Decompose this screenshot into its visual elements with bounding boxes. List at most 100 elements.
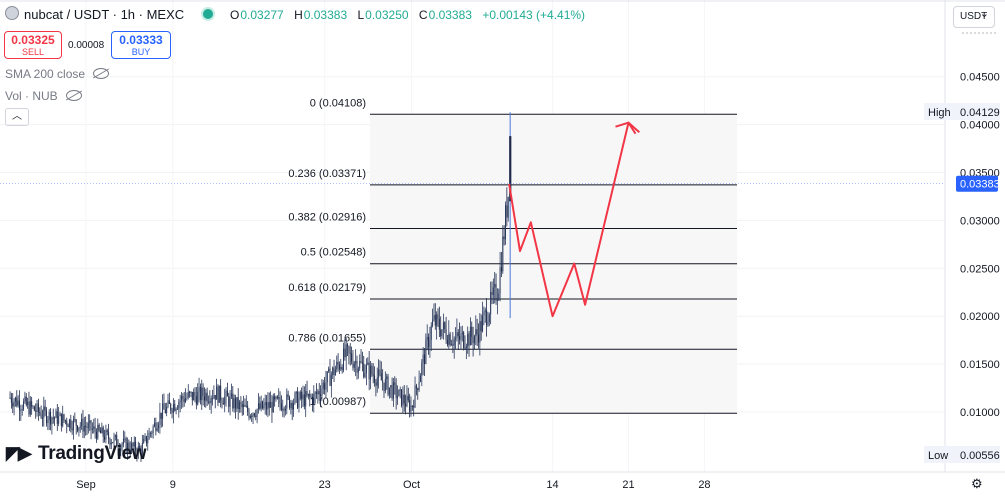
candle-body xyxy=(424,354,425,365)
candle-body xyxy=(139,446,141,449)
candle-body xyxy=(205,392,207,401)
candle-body xyxy=(457,332,459,337)
candle-body xyxy=(306,391,308,396)
candle-body xyxy=(392,382,394,399)
candle-body xyxy=(27,401,29,405)
indicator-volume[interactable]: Vol · NUB xyxy=(5,89,82,103)
candle-body xyxy=(85,425,87,427)
candle-body xyxy=(214,395,216,400)
candle-body xyxy=(46,410,47,423)
symbol-title[interactable]: nubcat / USDT · 1h · MEXC xyxy=(24,7,185,22)
candle-body xyxy=(324,382,326,390)
candle-body xyxy=(244,404,246,407)
candle-body xyxy=(24,396,26,402)
candle-body xyxy=(313,393,315,405)
candle-body xyxy=(363,363,365,377)
high-value: 0.03383 xyxy=(303,8,348,22)
tradingview-logo[interactable]: ◤▶ TradingView xyxy=(6,443,147,465)
candle-body xyxy=(131,443,133,452)
candle-body xyxy=(417,388,419,390)
candle-body xyxy=(267,402,269,410)
candle-body xyxy=(311,396,313,405)
price-tick-label: 0.02500 xyxy=(960,263,1000,275)
buy-price: 0.03333 xyxy=(119,33,163,47)
chart-header: nubcat / USDT · 1h · MEXC O0.03277 H0.03… xyxy=(0,0,940,28)
candle-body xyxy=(465,346,467,349)
candle-body xyxy=(152,426,154,433)
candle-body xyxy=(120,445,122,450)
candle-body xyxy=(336,361,338,370)
currency-select[interactable]: USDT xyxy=(953,4,995,28)
change-value: +0.00143 (+4.41%) xyxy=(482,8,586,22)
candle-body xyxy=(340,367,342,370)
candle-body xyxy=(66,420,68,426)
candle-body xyxy=(409,400,411,412)
candle-body xyxy=(375,382,377,386)
candle-body xyxy=(240,402,242,404)
price-tick-label: 0.03000 xyxy=(960,215,1000,227)
candle-body xyxy=(326,371,328,383)
indicator-sma[interactable]: SMA 200 close xyxy=(5,67,110,81)
candle-body xyxy=(386,376,388,379)
candle-body xyxy=(333,367,335,376)
candle-body xyxy=(232,393,234,409)
candle-body xyxy=(32,406,34,408)
candle-body xyxy=(407,395,409,401)
candle-body xyxy=(136,450,138,455)
open-label: O xyxy=(230,8,240,22)
gear-icon[interactable]: ⚙ xyxy=(971,476,983,491)
candle-body xyxy=(491,291,493,295)
candle-body xyxy=(467,333,469,347)
candle-body xyxy=(391,385,393,399)
open-value: 0.03277 xyxy=(240,8,284,22)
candle-body xyxy=(507,196,509,218)
candle-body xyxy=(290,402,292,408)
sell-label: SELL xyxy=(21,47,45,57)
candle-body xyxy=(112,442,114,444)
candle-body xyxy=(229,396,231,407)
candle-body xyxy=(444,322,446,330)
candle-body xyxy=(463,332,465,348)
eye-hidden-icon[interactable] xyxy=(65,90,82,101)
candle-body xyxy=(360,361,362,363)
buy-button[interactable]: 0.03333 BUY xyxy=(111,31,171,59)
eye-hidden-icon[interactable] xyxy=(93,68,110,79)
candle-body xyxy=(294,393,296,404)
candle-body xyxy=(47,420,49,423)
candle-body xyxy=(12,402,14,407)
candle-body xyxy=(44,406,46,411)
low-tag-label: Low xyxy=(928,450,948,462)
candle-body xyxy=(262,401,263,409)
candle-body xyxy=(179,400,181,403)
candle-body xyxy=(28,401,30,415)
candle-body xyxy=(403,394,405,404)
candle-body xyxy=(253,413,255,416)
candle-body xyxy=(256,409,258,417)
candle-body xyxy=(143,439,145,444)
candle-body xyxy=(293,403,295,410)
candle-body xyxy=(239,402,241,410)
candle-body xyxy=(73,418,74,431)
candle-body xyxy=(118,447,120,450)
sell-button[interactable]: 0.03325 SELL xyxy=(4,31,62,59)
close-value: 0.03383 xyxy=(428,8,472,22)
candle-body xyxy=(334,369,336,376)
candle-body xyxy=(325,382,327,390)
collapse-legend-button[interactable]: ︿ xyxy=(5,108,29,126)
candle-body xyxy=(445,329,447,340)
candle-body xyxy=(58,415,60,424)
candle-body xyxy=(478,334,479,343)
candle-body xyxy=(226,390,228,397)
candle-body xyxy=(483,311,485,316)
candle-body xyxy=(337,361,339,365)
candle-body xyxy=(135,441,137,451)
candle-body xyxy=(345,344,347,358)
candle-body xyxy=(502,236,504,272)
candle-body xyxy=(82,418,84,432)
candle-body xyxy=(33,406,35,411)
candle-body xyxy=(475,329,477,337)
candle-body xyxy=(199,386,201,401)
candle-body xyxy=(154,422,155,427)
high-label: H xyxy=(294,8,303,22)
